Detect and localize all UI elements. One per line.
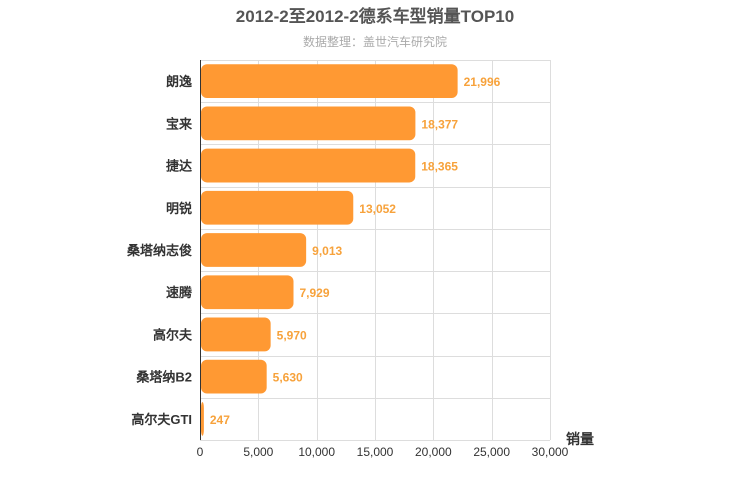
category-label: 桑塔纳B2 (135, 370, 192, 385)
x-tick-label: 0 (197, 445, 204, 459)
data-label: 7,929 (300, 286, 330, 300)
x-tick-label: 25,000 (473, 445, 510, 459)
x-tick-label: 20,000 (415, 445, 452, 459)
data-labels: 21,996 18,377 18,365 13,052 9,013 7,929 5,970 5… (210, 75, 501, 427)
category-label: 明锐 (166, 201, 192, 216)
x-tick-label: 10,000 (298, 445, 335, 459)
bar (201, 64, 458, 98)
bar (201, 148, 416, 183)
bar (201, 359, 267, 394)
category-label: 高尔夫 (153, 327, 193, 342)
bar (201, 106, 416, 141)
bar (201, 190, 354, 225)
bar (201, 233, 307, 267)
category-label: 捷达 (166, 159, 192, 174)
x-axis-title: 销量 (566, 431, 594, 447)
x-tick-labels: 0 5,000 10,000 15,000 20,000 25,000 30,000 (197, 445, 569, 459)
category-label: 高尔夫GTI (131, 412, 192, 427)
chart-subtitle: 数据整理：盖世汽车研究院 (303, 34, 447, 49)
data-label: 21,996 (464, 75, 501, 89)
x-tick-label: 30,000 (532, 445, 569, 459)
data-label: 247 (210, 413, 230, 427)
category-label: 速腾 (166, 285, 193, 300)
chart-title: 2012-2至2012-2德系车型销量TOP10 (236, 6, 514, 26)
data-label: 18,377 (421, 117, 458, 131)
data-label: 5,970 (277, 328, 307, 342)
data-label: 5,630 (273, 371, 303, 385)
category-label: 桑塔纳志俊 (126, 243, 192, 258)
category-label: 宝来 (166, 116, 193, 131)
bar (201, 275, 294, 310)
grid-lines (200, 60, 551, 441)
data-label: 9,013 (312, 244, 342, 258)
data-label: 13,052 (359, 202, 396, 216)
bar (201, 402, 204, 436)
data-label: 18,365 (421, 160, 458, 174)
x-tick-label: 15,000 (357, 445, 394, 459)
bars (201, 64, 458, 436)
bar (201, 317, 271, 352)
x-tick-label: 5,000 (243, 445, 273, 459)
category-label: 朗逸 (166, 74, 192, 89)
